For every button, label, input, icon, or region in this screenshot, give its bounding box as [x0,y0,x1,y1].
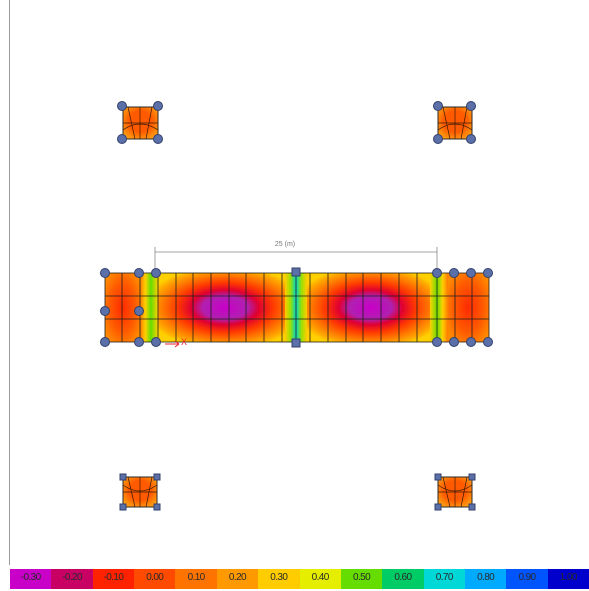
legend-swatch: 0.30 [258,569,300,589]
legend-swatch: 0.90 [506,569,548,589]
legend-label: 0.30 [270,572,288,583]
legend-label: 1.00 [559,572,578,583]
legend-label: 0.80 [477,572,495,583]
legend-label: 0.90 [518,572,536,583]
legend-swatch: 0.10 [175,569,217,589]
legend-swatch: -0.30 [10,569,52,589]
legend-label: 0.20 [228,572,247,583]
legend-label: 0.60 [394,572,412,583]
legend-swatch: 1.00 [547,569,589,589]
legend-label: 0.00 [146,572,164,583]
color-legend: -0.30 -0.20 -0.10 0.00 0.10 0.20 0.30 0.40 0.50 0… [10,569,589,589]
legend-label: 0.40 [311,572,330,583]
legend-swatch: -0.20 [51,569,93,589]
pad-bottom-right[interactable] [434,473,476,511]
legend-swatch: 0.40 [299,569,341,589]
legend-label: -0.10 [103,572,124,583]
main-slab[interactable] [100,267,493,348]
legend-swatch: 0.50 [340,569,383,589]
canvas-left-rule [9,0,10,565]
pad-bottom-left[interactable] [119,473,161,511]
axis-x-label: X [181,337,188,347]
dimension-line [154,247,438,272]
legend-label: 0.10 [187,572,206,583]
contour-canvas[interactable] [0,0,589,565]
legend-swatch: -0.10 [92,569,135,589]
legend-swatch: 0.70 [423,569,465,589]
legend-swatch: 0.80 [464,569,507,589]
legend-label: 0.50 [353,572,371,583]
dimension-label: 25 (m) [274,241,296,248]
legend-swatch: 0.20 [216,569,259,589]
legend-label: -0.20 [62,572,82,583]
legend-label: 0.70 [435,572,454,583]
legend-label: -0.30 [20,572,41,583]
legend-swatch: 0.00 [134,569,176,589]
pad-top-right[interactable] [433,101,476,144]
pad-top-left[interactable] [117,101,163,144]
legend-swatch: 0.60 [382,569,424,589]
